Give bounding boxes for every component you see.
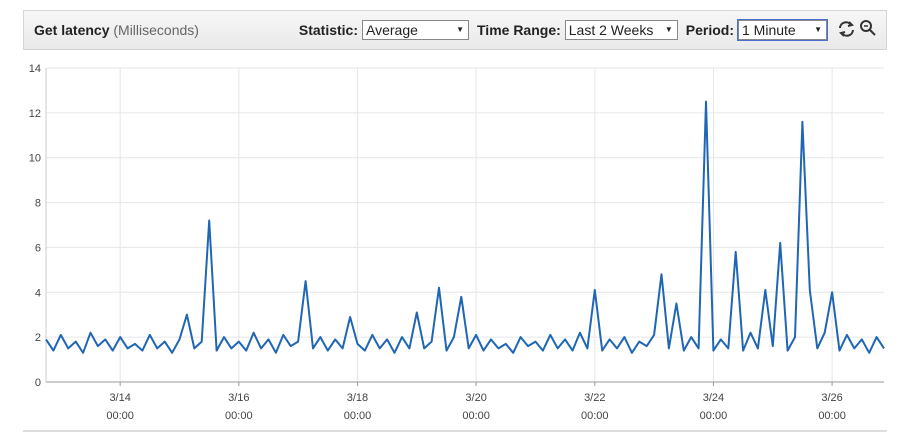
x-tick-time: 00:00: [225, 410, 253, 422]
title: Get latency: [34, 22, 110, 38]
y-tick-label: 6: [35, 242, 41, 254]
dropdown[interactable]: Average: [362, 20, 469, 40]
x-tick-date: 3/22: [584, 392, 605, 404]
x-tick-label: 3/16 00:00: [225, 392, 253, 422]
refresh-button[interactable]: [839, 21, 854, 37]
x-tick-date: 3/20: [465, 392, 486, 404]
x-tick-time: 00:00: [581, 410, 609, 422]
x-tick-date: 3/16: [228, 392, 249, 404]
control-label: Statistic:: [298, 22, 358, 38]
toolbar: Get latency (Milliseconds) Statistic: Av…: [23, 10, 887, 50]
unit: (Milliseconds): [113, 22, 199, 38]
controls: Statistic: Average Time Range: Last 2 We…: [298, 19, 831, 41]
x-tick-date: 3/24: [703, 392, 724, 404]
metric-title: Get latency (Milliseconds): [34, 22, 199, 38]
y-tick-label: 4: [35, 287, 41, 299]
x-tick-label: 3/26 00:00: [818, 392, 846, 422]
x-tick-label: 3/24 00:00: [700, 392, 728, 422]
y-tick-label: 10: [29, 153, 41, 165]
x-tick-time: 00:00: [700, 410, 728, 422]
icons: [839, 20, 876, 37]
x-tick-time: 00:00: [106, 410, 134, 422]
y-tick-label: 0: [35, 377, 41, 389]
x-tick-label: 3/22 00:00: [581, 392, 609, 422]
x-tick-time: 00:00: [818, 410, 846, 422]
x-tick-label: 3/20 00:00: [462, 392, 490, 422]
x-tick-time: 00:00: [344, 410, 372, 422]
zoom-button[interactable]: [860, 20, 876, 36]
dropdown[interactable]: Last 2 Weeks: [564, 20, 678, 40]
dropdown[interactable]: 1 Minute: [737, 19, 828, 41]
y-tick-label: 14: [29, 63, 41, 75]
x-tick-label: 3/14 00:00: [106, 392, 134, 422]
y-tick-label: 2: [35, 332, 41, 344]
control-label: Time Range:: [477, 22, 561, 38]
control-label: Period:: [685, 22, 734, 38]
y-tick-label: 8: [35, 198, 41, 210]
x-tick-time: 00:00: [462, 410, 490, 422]
x-tick-label: 3/18 00:00: [344, 392, 372, 422]
x-tick-date: 3/18: [347, 392, 368, 404]
x-tick-date: 3/26: [821, 392, 842, 404]
x-tick-date: 3/14: [109, 392, 130, 404]
latency-line: [45, 100, 885, 354]
y-tick-label: 12: [29, 108, 41, 120]
